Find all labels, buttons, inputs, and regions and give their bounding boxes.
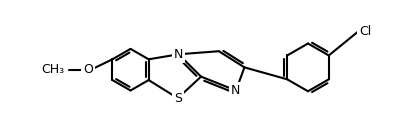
Text: O: O: [83, 63, 93, 76]
Text: N: N: [231, 84, 241, 97]
Text: Cl: Cl: [359, 25, 372, 39]
Text: CH₃: CH₃: [41, 63, 65, 76]
Text: S: S: [174, 92, 182, 105]
Text: N: N: [174, 48, 183, 61]
